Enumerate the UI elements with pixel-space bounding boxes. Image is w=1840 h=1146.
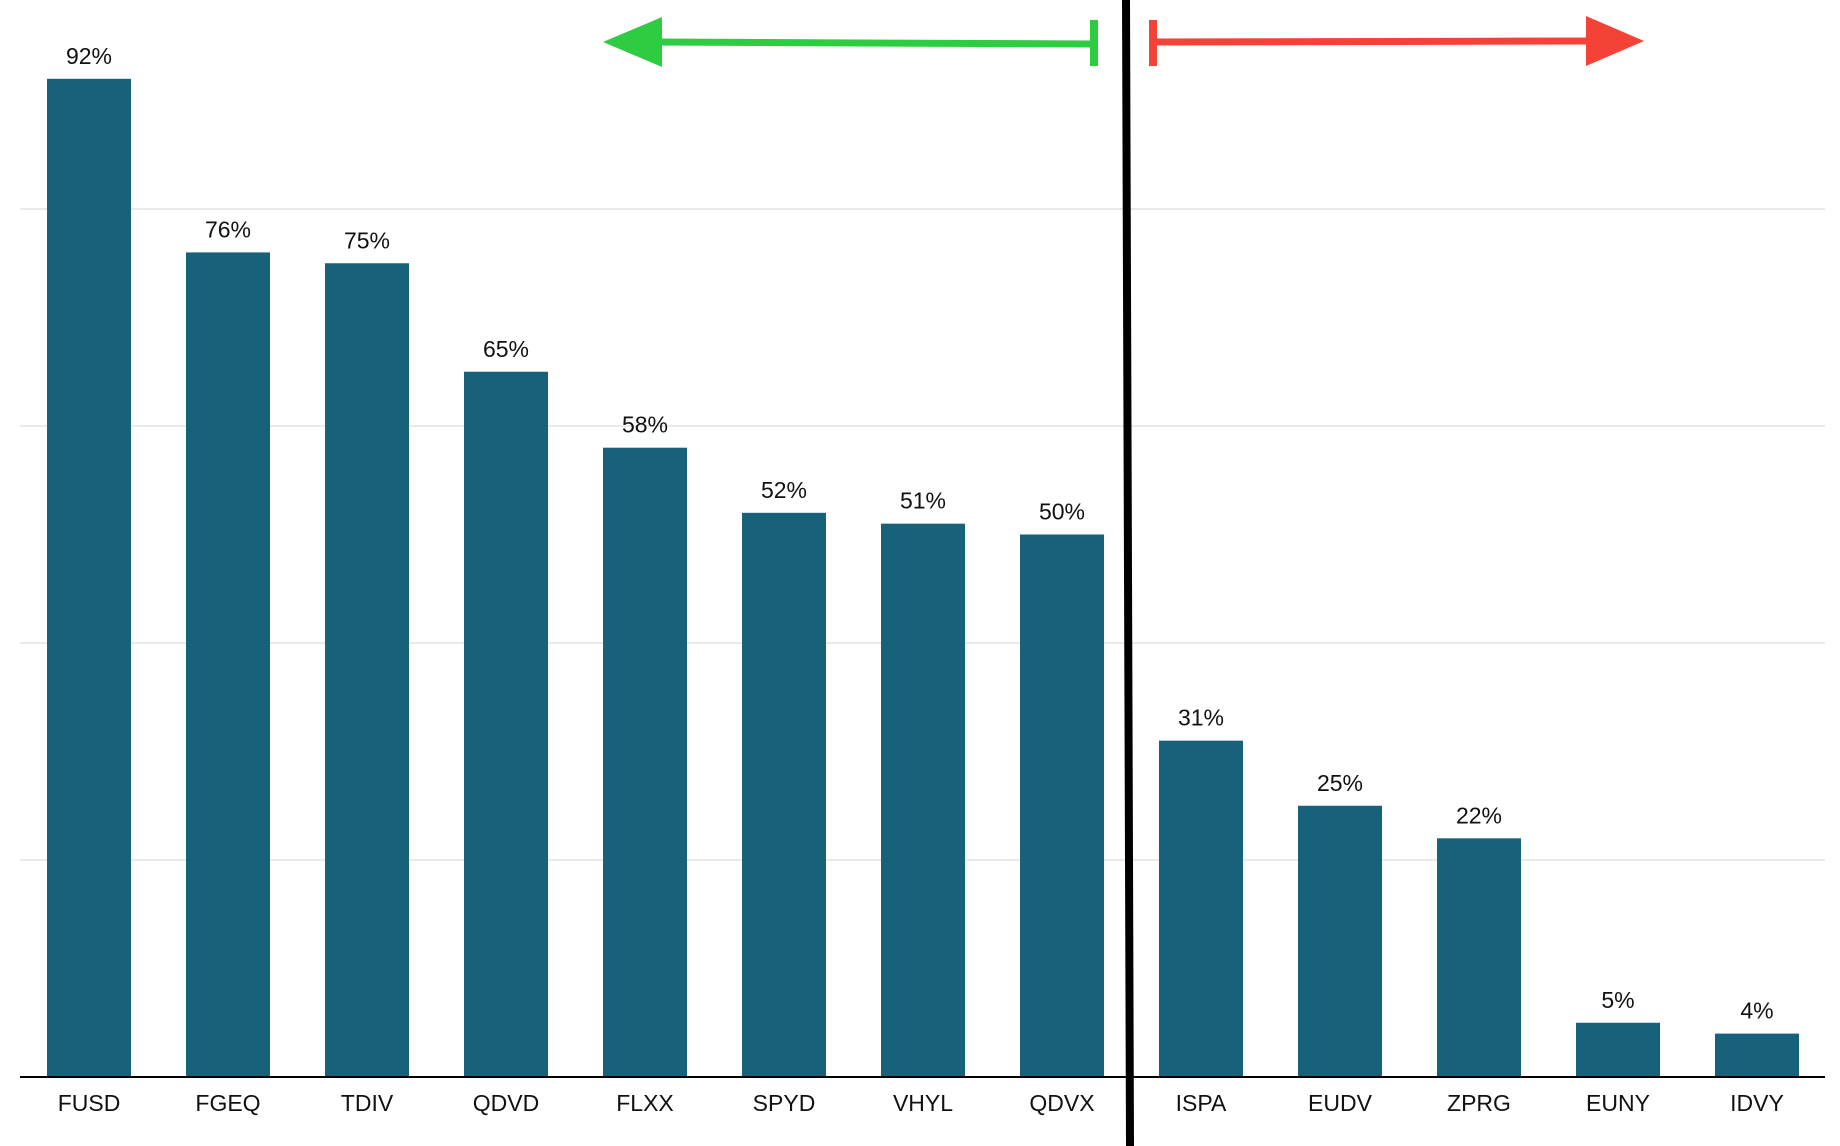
bar-vhyl xyxy=(881,523,965,1077)
bar-fgeq xyxy=(186,252,270,1077)
tick-label-qdvx: QDVX xyxy=(1029,1090,1094,1116)
bar-euny xyxy=(1576,1022,1660,1077)
divider-line xyxy=(1122,0,1134,1146)
tick-label-flxx: FLXX xyxy=(616,1090,674,1116)
value-labels: 92% 76% 75% 65% 58% 52% 51% 50% 31% 25% 22% 5% 4% xyxy=(66,43,1774,1024)
bar-zprg xyxy=(1437,838,1521,1077)
right-arrow-head xyxy=(1586,16,1644,66)
left-arrow-head xyxy=(603,17,662,67)
bar-eudv xyxy=(1298,805,1382,1077)
bar-ispa xyxy=(1159,740,1243,1077)
tick-label-vhyl: VHYL xyxy=(893,1090,953,1116)
tick-label-eudv: EUDV xyxy=(1308,1090,1373,1116)
tick-label-euny: EUNY xyxy=(1586,1090,1650,1116)
bars xyxy=(47,78,1799,1078)
value-label-qdvx: 50% xyxy=(1039,499,1085,525)
right-arrow xyxy=(1149,16,1644,66)
tick-label-fgeq: FGEQ xyxy=(195,1090,260,1116)
value-label-idvy: 4% xyxy=(1740,998,1773,1024)
right-arrow-shaft xyxy=(1152,37,1596,46)
value-label-vhyl: 51% xyxy=(900,488,946,514)
value-label-ispa: 31% xyxy=(1178,705,1224,731)
value-label-fusd: 92% xyxy=(66,43,112,69)
value-label-fgeq: 76% xyxy=(205,216,251,242)
value-label-tdiv: 75% xyxy=(344,227,390,253)
tick-label-zprg: ZPRG xyxy=(1447,1090,1511,1116)
tick-label-ispa: ISPA xyxy=(1176,1090,1227,1116)
value-label-zprg: 22% xyxy=(1456,802,1502,828)
tick-label-tdiv: TDIV xyxy=(341,1090,394,1116)
bar-fusd xyxy=(47,78,131,1078)
value-label-eudv: 25% xyxy=(1317,770,1363,796)
tick-label-fusd: FUSD xyxy=(58,1090,121,1116)
bar-spyd xyxy=(742,512,826,1077)
tick-label-spyd: SPYD xyxy=(753,1090,816,1116)
left-arrow-shaft xyxy=(654,38,1095,48)
tick-label-idvy: IDVY xyxy=(1730,1090,1784,1116)
tick-label-qdvd: QDVD xyxy=(473,1090,539,1116)
bar-qdvd xyxy=(464,371,548,1077)
value-label-qdvd: 65% xyxy=(483,336,529,362)
x-tick-labels: FUSD FGEQ TDIV QDVD FLXX SPYD VHYL QDVX ISPA EUDV… xyxy=(58,1090,1784,1116)
value-label-spyd: 52% xyxy=(761,477,807,503)
left-arrow xyxy=(603,17,1098,67)
bar-qdvx xyxy=(1020,534,1104,1077)
value-label-euny: 5% xyxy=(1601,987,1634,1013)
value-label-flxx: 58% xyxy=(622,412,668,438)
bar-flxx xyxy=(603,447,687,1077)
bar-idvy xyxy=(1715,1033,1799,1077)
bar-tdiv xyxy=(325,263,409,1077)
